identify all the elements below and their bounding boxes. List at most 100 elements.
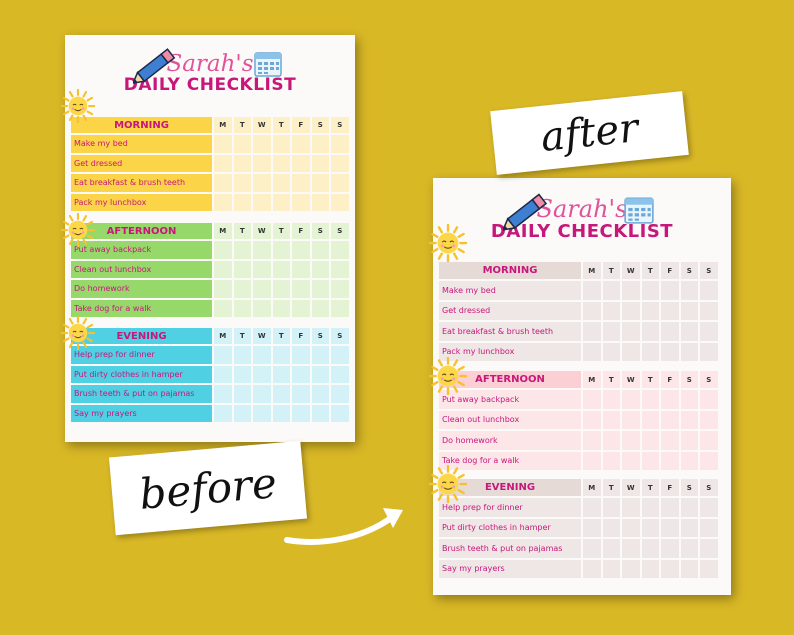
check-cell[interactable] <box>602 281 620 300</box>
check-cell[interactable] <box>641 539 659 558</box>
check-cell[interactable] <box>311 404 329 422</box>
check-cell[interactable] <box>661 301 679 320</box>
check-cell[interactable] <box>311 260 329 278</box>
check-cell[interactable] <box>272 193 290 211</box>
check-cell[interactable] <box>602 518 620 537</box>
check-cell[interactable] <box>622 539 640 558</box>
check-cell[interactable] <box>311 280 329 298</box>
check-cell[interactable] <box>272 154 290 172</box>
check-cell[interactable] <box>680 301 698 320</box>
check-cell[interactable] <box>272 404 290 422</box>
check-cell[interactable] <box>680 390 698 409</box>
check-cell[interactable] <box>272 260 290 278</box>
check-cell[interactable] <box>214 241 232 259</box>
check-cell[interactable] <box>214 404 232 422</box>
check-cell[interactable] <box>253 385 271 403</box>
check-cell[interactable] <box>602 431 620 450</box>
check-cell[interactable] <box>680 451 698 470</box>
check-cell[interactable] <box>253 135 271 153</box>
check-cell[interactable] <box>602 559 620 578</box>
check-cell[interactable] <box>214 299 232 317</box>
check-cell[interactable] <box>641 322 659 341</box>
check-cell[interactable] <box>331 280 349 298</box>
check-cell[interactable] <box>214 385 232 403</box>
check-cell[interactable] <box>233 260 251 278</box>
check-cell[interactable] <box>622 410 640 429</box>
check-cell[interactable] <box>700 342 718 361</box>
check-cell[interactable] <box>602 498 620 517</box>
check-cell[interactable] <box>331 385 349 403</box>
check-cell[interactable] <box>233 193 251 211</box>
check-cell[interactable] <box>622 498 640 517</box>
check-cell[interactable] <box>233 385 251 403</box>
check-cell[interactable] <box>233 135 251 153</box>
check-cell[interactable] <box>583 498 601 517</box>
check-cell[interactable] <box>583 431 601 450</box>
check-cell[interactable] <box>661 451 679 470</box>
check-cell[interactable] <box>622 518 640 537</box>
check-cell[interactable] <box>641 390 659 409</box>
check-cell[interactable] <box>292 135 310 153</box>
check-cell[interactable] <box>272 346 290 364</box>
check-cell[interactable] <box>680 518 698 537</box>
check-cell[interactable] <box>253 193 271 211</box>
check-cell[interactable] <box>641 281 659 300</box>
check-cell[interactable] <box>311 365 329 383</box>
check-cell[interactable] <box>311 135 329 153</box>
check-cell[interactable] <box>583 390 601 409</box>
check-cell[interactable] <box>680 559 698 578</box>
check-cell[interactable] <box>311 154 329 172</box>
check-cell[interactable] <box>292 404 310 422</box>
check-cell[interactable] <box>641 559 659 578</box>
check-cell[interactable] <box>292 365 310 383</box>
check-cell[interactable] <box>272 385 290 403</box>
check-cell[interactable] <box>602 451 620 470</box>
check-cell[interactable] <box>661 431 679 450</box>
check-cell[interactable] <box>272 174 290 192</box>
check-cell[interactable] <box>680 431 698 450</box>
check-cell[interactable] <box>680 410 698 429</box>
check-cell[interactable] <box>331 365 349 383</box>
check-cell[interactable] <box>622 301 640 320</box>
check-cell[interactable] <box>661 281 679 300</box>
check-cell[interactable] <box>214 193 232 211</box>
check-cell[interactable] <box>311 174 329 192</box>
check-cell[interactable] <box>272 135 290 153</box>
check-cell[interactable] <box>233 365 251 383</box>
check-cell[interactable] <box>214 346 232 364</box>
check-cell[interactable] <box>272 241 290 259</box>
check-cell[interactable] <box>292 385 310 403</box>
check-cell[interactable] <box>622 322 640 341</box>
check-cell[interactable] <box>641 518 659 537</box>
check-cell[interactable] <box>641 451 659 470</box>
check-cell[interactable] <box>680 322 698 341</box>
check-cell[interactable] <box>622 559 640 578</box>
check-cell[interactable] <box>214 280 232 298</box>
check-cell[interactable] <box>641 301 659 320</box>
check-cell[interactable] <box>292 174 310 192</box>
check-cell[interactable] <box>253 260 271 278</box>
check-cell[interactable] <box>331 154 349 172</box>
check-cell[interactable] <box>700 301 718 320</box>
check-cell[interactable] <box>233 404 251 422</box>
check-cell[interactable] <box>661 322 679 341</box>
check-cell[interactable] <box>331 299 349 317</box>
check-cell[interactable] <box>292 241 310 259</box>
check-cell[interactable] <box>700 539 718 558</box>
check-cell[interactable] <box>331 260 349 278</box>
check-cell[interactable] <box>602 539 620 558</box>
check-cell[interactable] <box>214 260 232 278</box>
check-cell[interactable] <box>700 322 718 341</box>
check-cell[interactable] <box>661 559 679 578</box>
check-cell[interactable] <box>700 498 718 517</box>
check-cell[interactable] <box>233 299 251 317</box>
check-cell[interactable] <box>602 410 620 429</box>
check-cell[interactable] <box>680 498 698 517</box>
check-cell[interactable] <box>253 174 271 192</box>
check-cell[interactable] <box>214 154 232 172</box>
check-cell[interactable] <box>253 280 271 298</box>
check-cell[interactable] <box>214 135 232 153</box>
check-cell[interactable] <box>700 518 718 537</box>
check-cell[interactable] <box>602 342 620 361</box>
check-cell[interactable] <box>331 241 349 259</box>
